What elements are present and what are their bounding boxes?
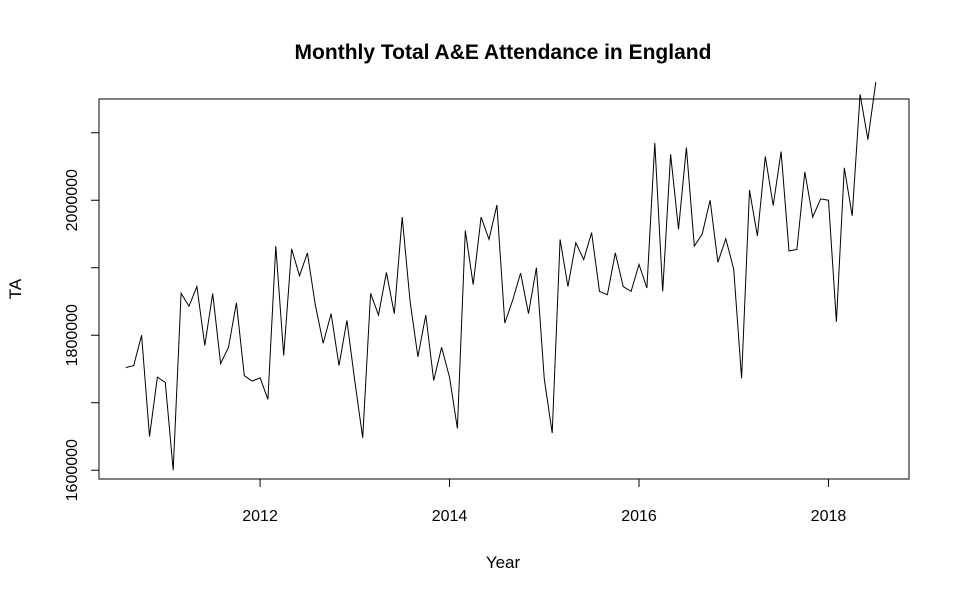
chart-title: Monthly Total A&E Attendance in England [295, 41, 712, 64]
x-axis: 2012 2014 2016 2018 [242, 478, 847, 525]
x-tick-label: 2012 [242, 508, 278, 525]
y-axis: 1600000 1800000 2000000 [64, 132, 100, 501]
x-axis-label: Year [486, 553, 521, 572]
series-line [125, 82, 877, 471]
plot-area [125, 82, 877, 471]
x-tick-label: 2016 [621, 508, 657, 525]
x-tick-label: 2018 [811, 508, 847, 525]
y-axis-label: TA [6, 278, 25, 299]
x-tick-label: 2014 [432, 508, 468, 525]
y-tick-label: 1800000 [64, 304, 81, 366]
y-tick-label: 1600000 [64, 439, 81, 501]
y-tick-label: 2000000 [64, 169, 81, 231]
plot-frame [98, 98, 910, 480]
